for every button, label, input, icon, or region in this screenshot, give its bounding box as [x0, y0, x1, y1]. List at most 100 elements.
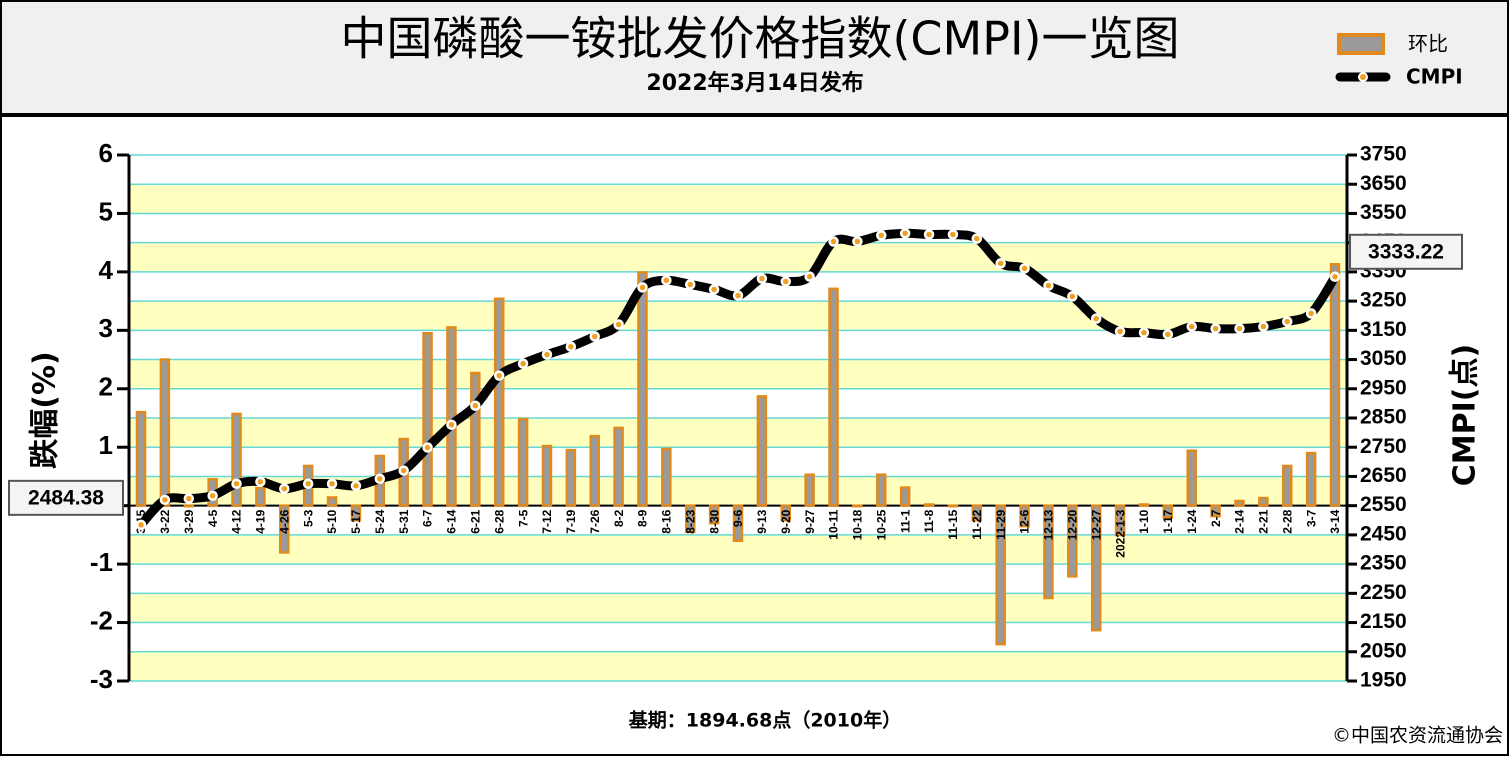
- marker: [852, 236, 863, 247]
- x-tick-label: 1-24: [1185, 509, 1199, 533]
- chart-subtitle: 2022年3月14日发布: [646, 70, 863, 96]
- marker: [279, 483, 290, 494]
- x-tick-label: 4-19: [254, 509, 268, 533]
- x-tick-label: 7-26: [588, 509, 602, 533]
- marker: [1186, 321, 1197, 332]
- bar: [828, 287, 839, 507]
- y2-tick-label: 2750: [1360, 435, 1407, 458]
- band: [129, 447, 1347, 477]
- bar: [637, 271, 648, 507]
- x-tick-label: 10-25: [874, 509, 888, 540]
- bar: [1162, 504, 1174, 519]
- band: [129, 213, 1347, 243]
- x-tick-label: 5-31: [397, 509, 411, 533]
- bar: [780, 504, 792, 522]
- marker: [374, 473, 386, 485]
- marker: [899, 228, 911, 239]
- bar: [350, 504, 362, 522]
- x-tick-label: 10-18: [851, 509, 865, 540]
- marker: [1329, 271, 1341, 283]
- x-tick-label: 7-19: [564, 509, 578, 533]
- y-tick-label: -3: [90, 664, 113, 694]
- legend-label: 环比: [1408, 32, 1448, 56]
- x-tick-label: 12-20: [1065, 509, 1079, 540]
- marker: [135, 519, 147, 531]
- x-tick-label: 12-13: [1042, 509, 1056, 540]
- x-tick-label: 9-20: [779, 509, 793, 533]
- y2-tick-label: 3550: [1360, 201, 1407, 224]
- source: ©中国农资流通协会: [1332, 725, 1503, 747]
- marker: [637, 282, 648, 293]
- bar: [613, 426, 624, 507]
- bar: [876, 473, 887, 507]
- value-label: 2484.38: [28, 486, 104, 509]
- x-tick-label: 6-28: [492, 509, 506, 533]
- bar: [565, 448, 577, 507]
- y2-tick-label: 2250: [1360, 581, 1407, 604]
- marker: [493, 370, 505, 381]
- y-tick-label: 6: [99, 138, 113, 168]
- y2-tick-label: 3650: [1360, 172, 1407, 195]
- marker: [780, 276, 792, 287]
- x-tick-label: 5-24: [373, 509, 387, 533]
- y2-tick-label: 2150: [1360, 610, 1407, 633]
- marker: [804, 271, 815, 282]
- y-tick-label: 2: [99, 372, 113, 402]
- bar: [899, 486, 911, 507]
- bar: [1186, 449, 1197, 507]
- x-tick-label: 5-3: [301, 509, 315, 527]
- marker: [876, 230, 887, 241]
- bar: [684, 504, 696, 534]
- marker: [1210, 323, 1221, 334]
- y-tick-label: 1: [99, 430, 113, 460]
- x-tick-label: 2-28: [1280, 509, 1294, 533]
- marker: [183, 493, 195, 504]
- bar: [135, 410, 147, 507]
- band: [129, 155, 1347, 185]
- marker: [231, 478, 242, 489]
- band: [129, 359, 1347, 389]
- marker: [1305, 308, 1317, 319]
- bar: [541, 444, 553, 507]
- bar: [1258, 496, 1269, 507]
- marker: [470, 400, 481, 411]
- x-tick-label: 6-7: [421, 509, 435, 527]
- y2-tick-label: 3250: [1360, 289, 1407, 312]
- chart-title: 中国磷酸一铵批发价格指数(CMPI)一览图: [340, 12, 1179, 66]
- bar: [1281, 464, 1293, 507]
- band: [129, 651, 1347, 681]
- x-tick-label: 11-8: [922, 509, 936, 533]
- band: [129, 593, 1347, 623]
- x-tick-label: 1-10: [1137, 509, 1151, 533]
- x-tick-label: 11-22: [970, 509, 984, 539]
- x-tick-label: 11-1: [898, 509, 912, 533]
- marker: [613, 319, 624, 330]
- band: [129, 564, 1347, 594]
- x-tick-label: 1-17: [1161, 509, 1175, 533]
- x-tick-label: 3-29: [182, 509, 196, 533]
- y-tick-label: 3: [99, 313, 113, 343]
- y2-tick-label: 2850: [1360, 406, 1407, 429]
- bar: [1138, 503, 1150, 507]
- x-tick-label: 5-10: [325, 509, 339, 533]
- bar: [159, 358, 171, 507]
- marker: [207, 490, 218, 501]
- x-tick-label: 4-12: [230, 509, 244, 533]
- band: [129, 242, 1347, 272]
- marker: [326, 478, 338, 489]
- y-tick-label: 4: [99, 255, 114, 285]
- marker: [1114, 326, 1126, 337]
- marker: [1043, 280, 1054, 291]
- bar: [517, 417, 529, 507]
- marker: [1019, 263, 1030, 274]
- bar: [971, 504, 983, 522]
- bar: [732, 504, 744, 542]
- y2-tick-label: 2650: [1360, 464, 1407, 487]
- bar: [183, 504, 195, 508]
- marker: [1090, 313, 1102, 324]
- marker: [828, 236, 839, 247]
- marker: [661, 275, 672, 286]
- band: [129, 301, 1347, 331]
- marker: [1162, 329, 1174, 340]
